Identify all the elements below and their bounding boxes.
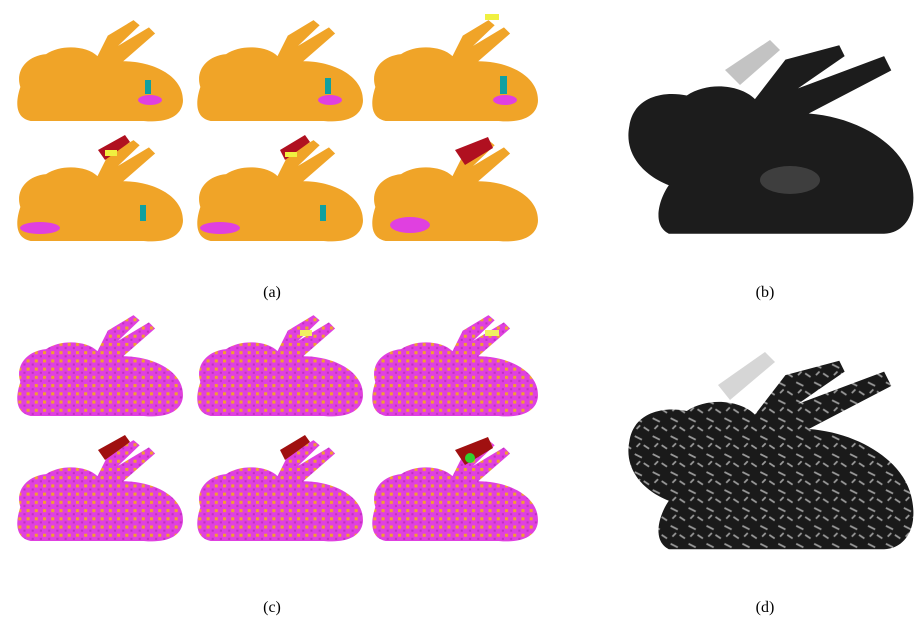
bunny: [372, 440, 538, 541]
bunny: [372, 20, 538, 121]
panel-c: [17, 315, 538, 541]
caption: (d): [756, 599, 775, 616]
figure: (a) (b) (c) (d): [0, 0, 920, 625]
caption: (b): [756, 284, 775, 301]
bunny: [17, 440, 183, 541]
highlight: [718, 352, 775, 400]
bunny: [628, 45, 913, 233]
bunny: [628, 361, 913, 549]
panel-a: [17, 14, 538, 241]
bunny: [197, 20, 363, 121]
caption: (c): [263, 599, 281, 616]
caption: (a): [263, 284, 281, 301]
bunny: [17, 20, 183, 121]
highlight: [760, 166, 820, 194]
bunny: [372, 315, 538, 416]
bunny: [197, 440, 363, 541]
patch: [465, 453, 475, 463]
panel-b: [628, 40, 913, 234]
bunny: [197, 315, 363, 416]
panel-d: [628, 352, 913, 549]
bunny: [17, 315, 183, 416]
